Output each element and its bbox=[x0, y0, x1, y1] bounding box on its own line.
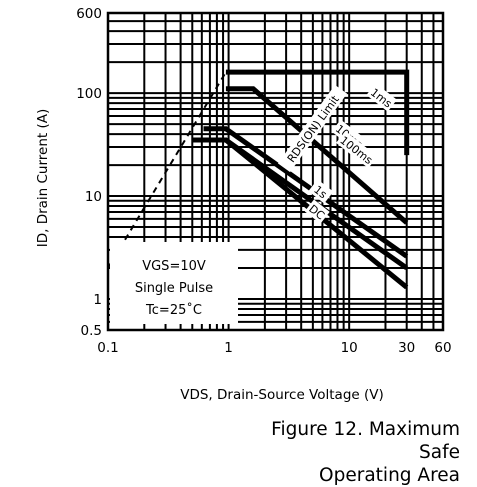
curve-10ms bbox=[225, 86, 409, 225]
plot-frame bbox=[106, 11, 445, 332]
x-tick-label: 0.1 bbox=[97, 340, 118, 356]
annotation-line-vgs: VGS=10V bbox=[142, 259, 206, 274]
curve-label-group-1s: 1s bbox=[308, 179, 334, 204]
caption-line-2: Operating Area bbox=[319, 465, 460, 486]
x-tick-label: 30 bbox=[398, 340, 415, 356]
x-tick-label: 60 bbox=[434, 340, 451, 356]
y-tick-label: 1 bbox=[93, 292, 102, 308]
curve-1ms bbox=[225, 69, 410, 156]
chart-ticks: 0.1 1 10 30 60 0.5 1 10 100 600 bbox=[76, 6, 451, 356]
y-tick-label: 600 bbox=[76, 6, 102, 22]
caption-line-1: Figure 12. Maximum Safe bbox=[271, 419, 460, 463]
curve-label-bg-dc bbox=[304, 199, 330, 224]
curve-label-bg-100ms bbox=[336, 131, 378, 169]
y-tick-label: 10 bbox=[85, 189, 102, 205]
curve-label-bg-rds-on-limit bbox=[277, 84, 348, 173]
curve-dc bbox=[192, 137, 409, 290]
figure-caption: Figure 12. Maximum Safe Operating Area bbox=[230, 418, 460, 487]
curve-label-group-1ms: 1ms bbox=[366, 83, 397, 112]
curve-label-bg-1s bbox=[308, 179, 334, 204]
annotation-line-pulse: Single Pulse bbox=[135, 281, 213, 296]
chart-curves bbox=[107, 69, 410, 290]
x-tick-label: 1 bbox=[224, 340, 233, 356]
curve-rds-on-limit bbox=[107, 71, 227, 269]
x-tick-label: 10 bbox=[341, 340, 358, 356]
annotation-line-temp: Tc=25˚C bbox=[145, 302, 202, 318]
safe-operating-area-chart: RDS(ON) Limit1ms10ms100ms1sDC 0.11103060… bbox=[35, 6, 452, 403]
chart-grid bbox=[108, 13, 443, 330]
y-axis-title: ID, Drain Current (A) bbox=[35, 109, 51, 248]
y-tick-label: 100 bbox=[76, 86, 102, 102]
curve-label-bg-1ms bbox=[366, 83, 397, 112]
test-conditions-box: VGS=10V Single Pulse Tc=25˚C bbox=[110, 242, 238, 324]
x-axis-title: VDS, Drain-Source Voltage (V) bbox=[180, 387, 384, 403]
curve-100ms bbox=[203, 126, 409, 259]
y-tick-label: 0.5 bbox=[81, 323, 102, 339]
